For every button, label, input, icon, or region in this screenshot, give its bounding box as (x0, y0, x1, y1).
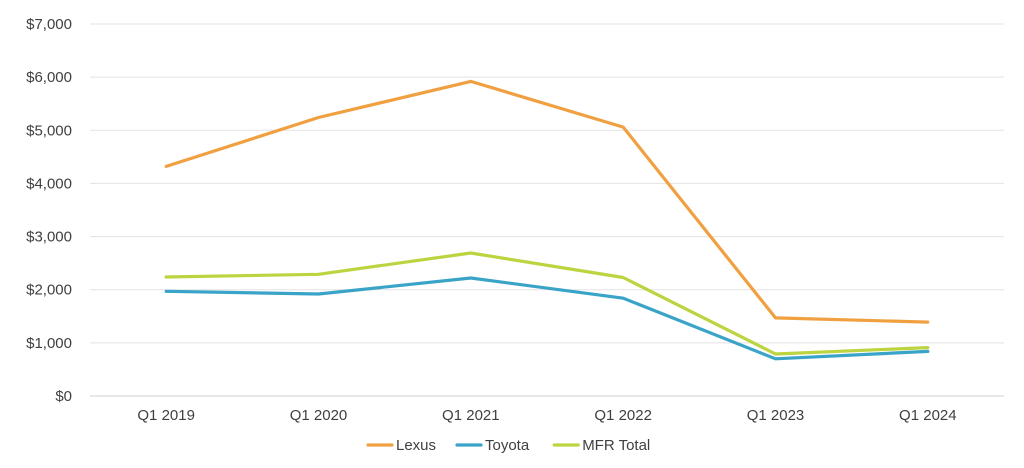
x-tick-label: Q1 2024 (899, 407, 957, 424)
series-line-toyota (164, 276, 930, 361)
gridlines (90, 23, 1004, 397)
legend: Lexus Toyota MFR Total (366, 437, 650, 454)
x-tick-label: Q1 2020 (290, 407, 348, 424)
x-tick-label: Q1 2019 (137, 407, 195, 424)
y-tick-label: $4,000 (26, 175, 72, 192)
legend-label-toyota: Toyota (485, 437, 530, 454)
y-axis-tick-labels: $0 $1,000 $2,000 $3,000 $4,000 $5,000 $6,000 $7… (26, 16, 72, 405)
y-tick-label: $6,000 (26, 69, 72, 86)
series-line-lexus (164, 79, 930, 324)
y-tick-label: $0 (55, 388, 72, 405)
series-line-mfr-total (164, 251, 930, 356)
y-tick-label: $7,000 (26, 16, 72, 33)
x-tick-label: Q1 2023 (747, 407, 805, 424)
y-tick-label: $5,000 (26, 122, 72, 139)
legend-label-mfr-total: MFR Total (582, 437, 650, 454)
x-axis-tick-labels: Q1 2019 Q1 2020 Q1 2021 Q1 2022 Q1 2023 Q1 20… (137, 407, 956, 424)
series-lines (164, 79, 930, 361)
x-tick-label: Q1 2021 (442, 407, 500, 424)
y-tick-label: $3,000 (26, 229, 72, 246)
y-tick-label: $1,000 (26, 335, 72, 352)
legend-label-lexus: Lexus (396, 437, 436, 454)
x-tick-label: Q1 2022 (594, 407, 652, 424)
y-tick-label: $2,000 (26, 282, 72, 299)
